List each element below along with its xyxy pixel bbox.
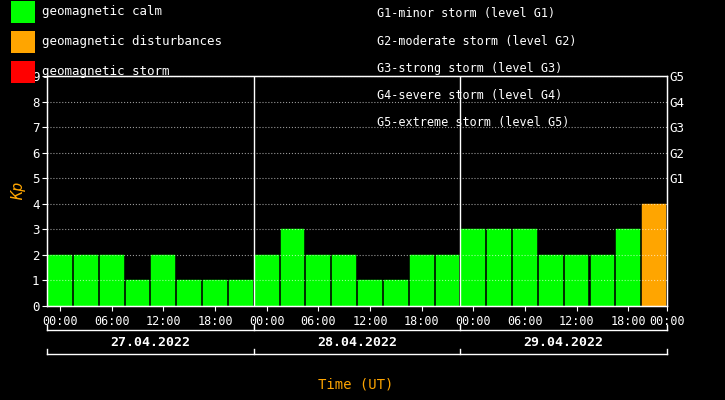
Text: G4-severe storm (level G4): G4-severe storm (level G4) [377, 89, 563, 102]
Text: geomagnetic storm: geomagnetic storm [42, 66, 170, 78]
Bar [254, 255, 278, 306]
Bar [487, 229, 511, 306]
Bar [100, 255, 123, 306]
Bar [203, 280, 227, 306]
Text: 29.04.2022: 29.04.2022 [523, 336, 604, 348]
Bar [332, 255, 356, 306]
Bar [410, 255, 434, 306]
Bar [74, 255, 98, 306]
Bar [358, 280, 382, 306]
Bar [229, 280, 253, 306]
Text: geomagnetic disturbances: geomagnetic disturbances [42, 36, 222, 48]
Text: G2-moderate storm (level G2): G2-moderate storm (level G2) [377, 35, 576, 48]
Bar [642, 204, 666, 306]
Text: 27.04.2022: 27.04.2022 [110, 336, 191, 348]
Bar [565, 255, 589, 306]
Bar [436, 255, 460, 306]
Bar [152, 255, 175, 306]
Text: Time (UT): Time (UT) [318, 377, 393, 391]
Text: G5-extreme storm (level G5): G5-extreme storm (level G5) [377, 116, 569, 129]
Text: 28.04.2022: 28.04.2022 [317, 336, 397, 348]
Bar [307, 255, 330, 306]
Text: G1-minor storm (level G1): G1-minor storm (level G1) [377, 8, 555, 20]
Bar [384, 280, 407, 306]
Text: geomagnetic calm: geomagnetic calm [42, 6, 162, 18]
Text: G3-strong storm (level G3): G3-strong storm (level G3) [377, 62, 563, 75]
Y-axis label: Kp: Kp [12, 182, 26, 200]
Bar [125, 280, 149, 306]
Bar [539, 255, 563, 306]
Bar [616, 229, 640, 306]
Bar [281, 229, 304, 306]
Bar [513, 229, 536, 306]
Bar [591, 255, 614, 306]
Bar [48, 255, 72, 306]
Bar [461, 229, 485, 306]
Bar [178, 280, 201, 306]
